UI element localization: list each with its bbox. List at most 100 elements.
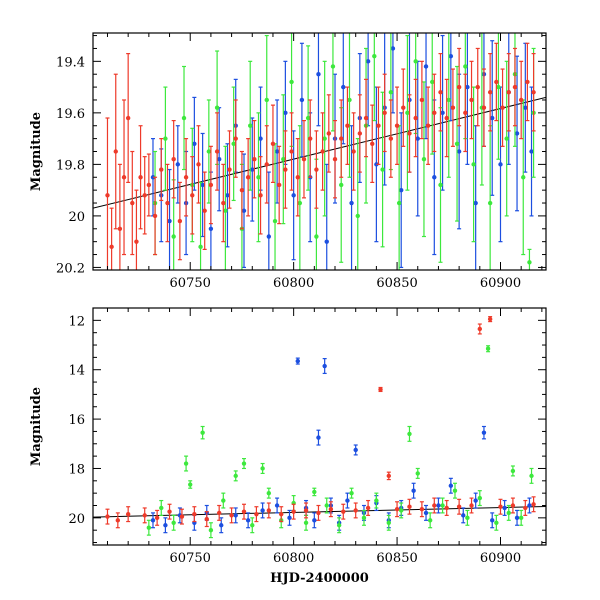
data-point <box>113 73 118 230</box>
data-point <box>167 503 172 520</box>
data-point <box>181 65 187 171</box>
data-point <box>399 112 404 269</box>
data-point <box>250 117 255 222</box>
data-point <box>514 509 520 526</box>
data-point <box>510 465 516 477</box>
data-point <box>456 47 462 127</box>
top-panel: 60750 60800 60850 60900 19.419.619.82020.2 … <box>29 32 547 291</box>
data-point <box>254 506 259 523</box>
data-point <box>496 33 501 160</box>
data-point <box>525 42 530 122</box>
data-point <box>332 119 338 199</box>
data-point <box>494 42 499 122</box>
series-0 <box>150 33 534 270</box>
data-point <box>518 509 524 526</box>
data-point <box>287 509 292 526</box>
data-point <box>221 492 226 509</box>
data-point <box>328 501 334 518</box>
data-point <box>316 33 321 127</box>
data-point <box>494 514 499 531</box>
data-point <box>316 429 321 446</box>
data-point <box>165 163 170 243</box>
data-point <box>171 514 176 531</box>
data-point <box>256 112 261 243</box>
data-point <box>454 65 460 222</box>
data-point <box>523 499 528 516</box>
y-tick-label: 20 <box>68 512 85 527</box>
data-point <box>229 507 234 524</box>
data-point <box>529 86 534 217</box>
data-point <box>204 511 209 528</box>
bottom-axis-ticks <box>93 307 546 545</box>
data-point <box>266 502 272 519</box>
data-point <box>382 73 387 153</box>
data-point <box>446 33 451 178</box>
bottom-plot-frame <box>92 307 547 546</box>
y-tick-label: 20.2 <box>56 261 85 276</box>
x-tick-label: 60850 <box>376 276 417 291</box>
data-point <box>260 462 265 475</box>
data-point <box>233 99 238 178</box>
data-point <box>125 53 131 184</box>
data-point <box>413 78 418 158</box>
data-point <box>351 112 356 191</box>
data-point <box>336 517 342 534</box>
data-point <box>219 517 224 534</box>
data-point <box>260 502 265 519</box>
data-point <box>376 86 381 165</box>
data-point <box>320 112 325 191</box>
data-point <box>200 132 205 238</box>
data-point <box>444 499 449 516</box>
data-point <box>502 499 507 516</box>
data-point <box>448 33 454 122</box>
data-point <box>481 425 487 440</box>
data-point <box>510 497 516 514</box>
data-point <box>523 42 528 173</box>
data-point <box>473 492 478 509</box>
data-point <box>109 207 114 270</box>
data-point <box>297 125 303 270</box>
data-point <box>206 99 212 204</box>
data-point <box>487 316 493 323</box>
data-point <box>117 163 123 270</box>
data-point <box>421 81 427 238</box>
data-point <box>423 33 429 140</box>
data-point <box>264 125 269 204</box>
data-point <box>407 498 412 515</box>
data-point <box>105 508 110 525</box>
data-point <box>125 506 131 523</box>
data-point <box>266 171 272 270</box>
data-point <box>252 119 257 199</box>
data-point <box>456 498 462 515</box>
data-point <box>440 497 445 514</box>
data-point <box>248 60 253 191</box>
data-point <box>341 503 346 520</box>
data-point <box>345 492 350 509</box>
data-point <box>152 176 158 256</box>
data-point <box>471 86 476 243</box>
data-point <box>266 487 272 499</box>
data-point <box>198 181 203 270</box>
data-point <box>490 40 495 196</box>
data-point <box>159 138 164 202</box>
x-tick-label: 60850 <box>376 551 417 566</box>
data-point <box>245 138 251 217</box>
top-y-tick-labels: 19.4 19.6 19.8 20 20.2 <box>56 55 85 276</box>
data-point <box>419 60 425 140</box>
data-point <box>432 73 437 153</box>
data-point <box>374 86 379 243</box>
data-point <box>270 104 276 184</box>
series-2 <box>105 42 536 270</box>
data-point <box>163 517 168 534</box>
data-point <box>214 112 220 191</box>
y-tick-label: 14 <box>68 364 85 379</box>
data-point <box>386 471 391 481</box>
data-point <box>239 150 245 230</box>
data-point <box>438 107 443 263</box>
data-point <box>202 171 207 250</box>
data-point <box>365 499 371 516</box>
bottom-plot-area <box>93 316 546 539</box>
data-point <box>498 498 503 515</box>
data-point <box>291 130 296 261</box>
